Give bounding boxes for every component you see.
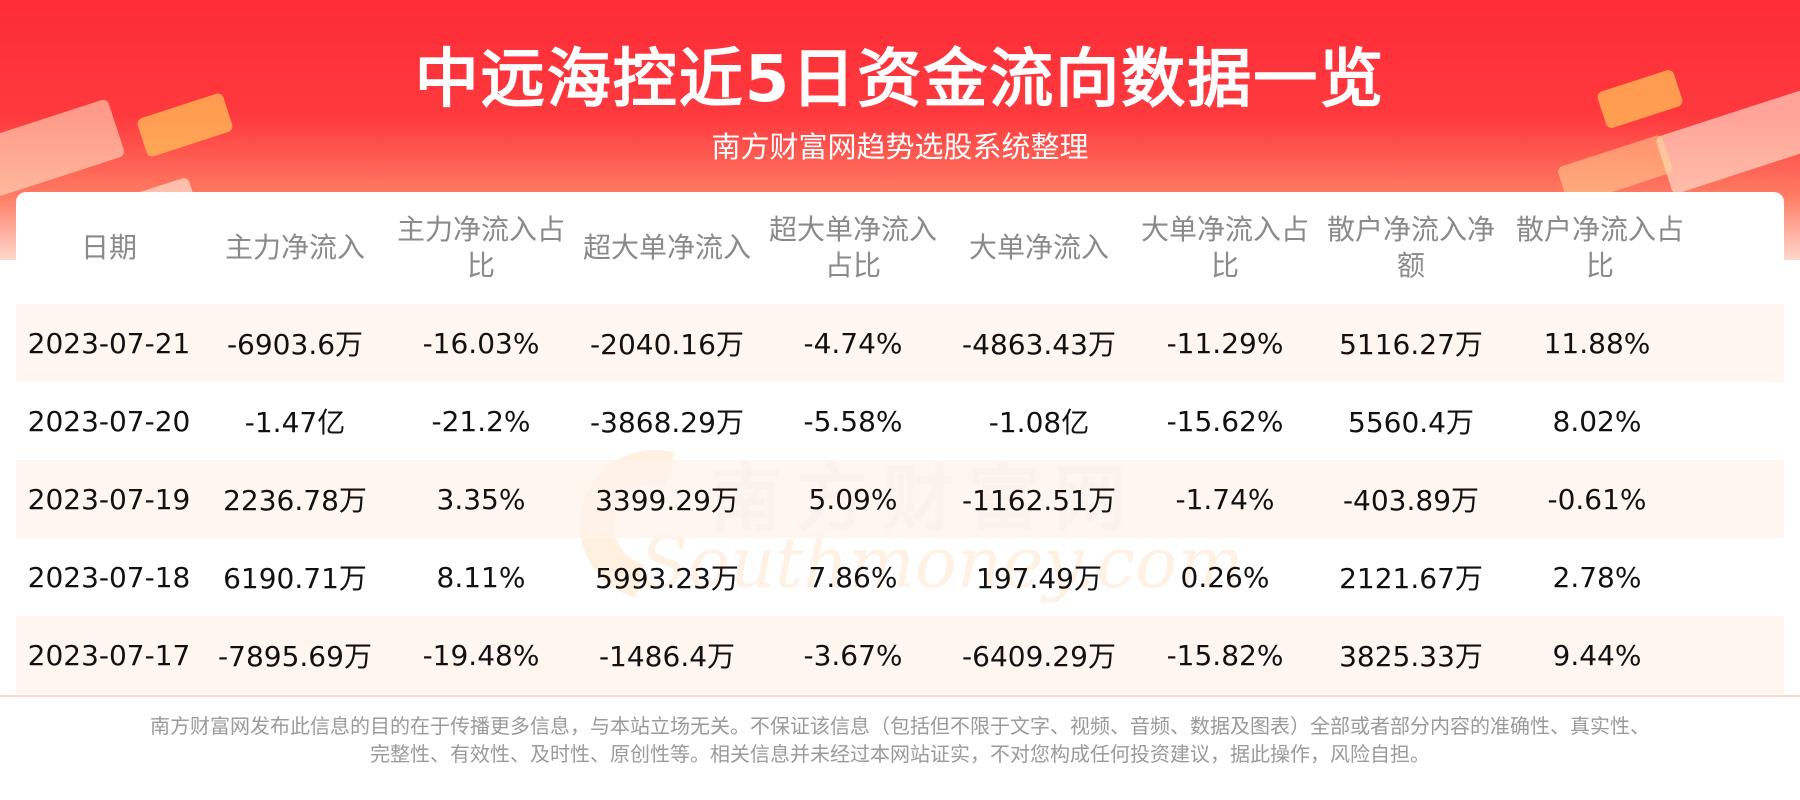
cell-large-ratio: 0.26% [1180, 560, 1270, 594]
cell-retail-ratio: 2.78% [1552, 560, 1642, 594]
cell-retail-ratio: 11.88% [1504, 304, 1784, 382]
cell-main-inflow: -6903.6万 [202, 304, 388, 382]
cell-main-ratio: -21.2% [431, 404, 531, 438]
table-header-row: 日期 主力净流入 主力净流入占比 超大单净流入 超大单净流入占比 大单净流入 大… [16, 192, 1784, 304]
cell-xl-inflow: -2040.16万 [574, 304, 760, 382]
cell-retail-ratio: -0.61% [1504, 460, 1784, 538]
cell-large-inflow: -6409.29万 [946, 616, 1132, 694]
cell-date: 2023-07-19 [16, 460, 202, 538]
cell-retail-inflow: 3825.33万 [1318, 616, 1504, 694]
col-header-xl-inflow: 超大单净流入 [582, 231, 751, 264]
disclaimer-line-1: 南方财富网发布此信息的目的在于传播更多信息，与本站立场无关。不保证该信息（包括但… [150, 714, 1650, 738]
cell-xl-inflow: 3399.29万 [574, 460, 760, 538]
col-header-main-ratio: 主力净流入占比 [396, 213, 565, 282]
cell-retail-inflow: -403.89万 [1318, 460, 1504, 538]
cell-xl-inflow: -1486.4万 [574, 616, 760, 694]
page-subtitle: 南方财富网趋势选股系统整理 [711, 130, 1089, 164]
cell-large-ratio: -11.29% [1132, 304, 1318, 382]
cell-date: 2023-07-18 [27, 560, 191, 594]
col-header-retail-ratio: 散户净流入占比 [1515, 213, 1684, 282]
cell-xl-inflow: -3868.29万 [590, 406, 744, 439]
cell-date: 2023-07-17 [16, 616, 202, 694]
cell-retail-ratio: 8.02% [1552, 404, 1642, 438]
table-row: 2023-07-21 -6903.6万 -16.03% -2040.16万 -4… [16, 304, 1784, 382]
cell-xl-ratio: -5.58% [803, 404, 903, 438]
col-header-large-inflow: 大单净流入 [968, 231, 1109, 264]
footer-divider [0, 695, 1800, 697]
disclaimer: 南方财富网发布此信息的目的在于传播更多信息，与本站立场无关。不保证该信息（包括但… [60, 712, 1740, 768]
cell-main-ratio: -16.03% [388, 304, 574, 382]
cell-retail-inflow: 5560.4万 [1348, 406, 1474, 439]
cell-main-inflow: 2236.78万 [202, 460, 388, 538]
cell-retail-inflow: 2121.67万 [1339, 562, 1483, 595]
cell-large-ratio: -15.62% [1166, 404, 1284, 438]
col-header-main-inflow: 主力净流入 [224, 231, 365, 264]
cell-large-inflow: -1.08亿 [988, 406, 1090, 439]
cell-large-inflow: 197.49万 [976, 562, 1102, 595]
cell-main-ratio: 3.35% [388, 460, 574, 538]
col-header-date: 日期 [80, 231, 137, 264]
cell-retail-ratio: 9.44% [1504, 616, 1784, 694]
page-title: 中远海控近5日资金流向数据一览 [414, 43, 1386, 117]
cell-xl-inflow: 5993.23万 [595, 562, 739, 595]
cell-main-ratio: -19.48% [388, 616, 574, 694]
col-header-retail-inflow: 散户净流入净额 [1326, 213, 1495, 282]
cell-main-inflow: 6190.71万 [223, 562, 367, 595]
cell-xl-ratio: -4.74% [760, 304, 946, 382]
cell-main-inflow: -7895.69万 [202, 616, 388, 694]
table-card [16, 192, 1784, 692]
cell-date: 2023-07-20 [27, 404, 191, 438]
cell-retail-inflow: 5116.27万 [1318, 304, 1504, 382]
cell-main-ratio: 8.11% [436, 560, 526, 594]
cell-xl-ratio: 5.09% [760, 460, 946, 538]
table-row: 2023-07-19 2236.78万 3.35% 3399.29万 5.09%… [16, 460, 1784, 538]
col-header-large-ratio: 大单净流入占比 [1140, 213, 1309, 282]
cell-date: 2023-07-21 [16, 304, 202, 382]
col-header-xl-ratio: 超大单净流入占比 [768, 213, 937, 282]
table-row: 2023-07-18 6190.71万 8.11% 5993.23万 7.86%… [16, 538, 1784, 616]
cell-large-ratio: -15.82% [1132, 616, 1318, 694]
cell-xl-ratio: 7.86% [808, 560, 898, 594]
table-row: 2023-07-20 -1.47亿 -21.2% -3868.29万 -5.58… [16, 382, 1784, 460]
cell-large-inflow: -4863.43万 [946, 304, 1132, 382]
cell-main-inflow: -1.47亿 [244, 406, 346, 439]
cell-xl-ratio: -3.67% [760, 616, 946, 694]
table-row: 2023-07-17 -7895.69万 -19.48% -1486.4万 -3… [16, 616, 1784, 694]
cell-large-ratio: -1.74% [1132, 460, 1318, 538]
disclaimer-line-2: 完整性、有效性、及时性、原创性等。相关信息并未经过本网站证实，不对您构成任何投资… [370, 742, 1430, 766]
fund-flow-table: 日期 主力净流入 主力净流入占比 超大单净流入 超大单净流入占比 大单净流入 大… [16, 192, 1784, 694]
cell-large-inflow: -1162.51万 [946, 460, 1132, 538]
